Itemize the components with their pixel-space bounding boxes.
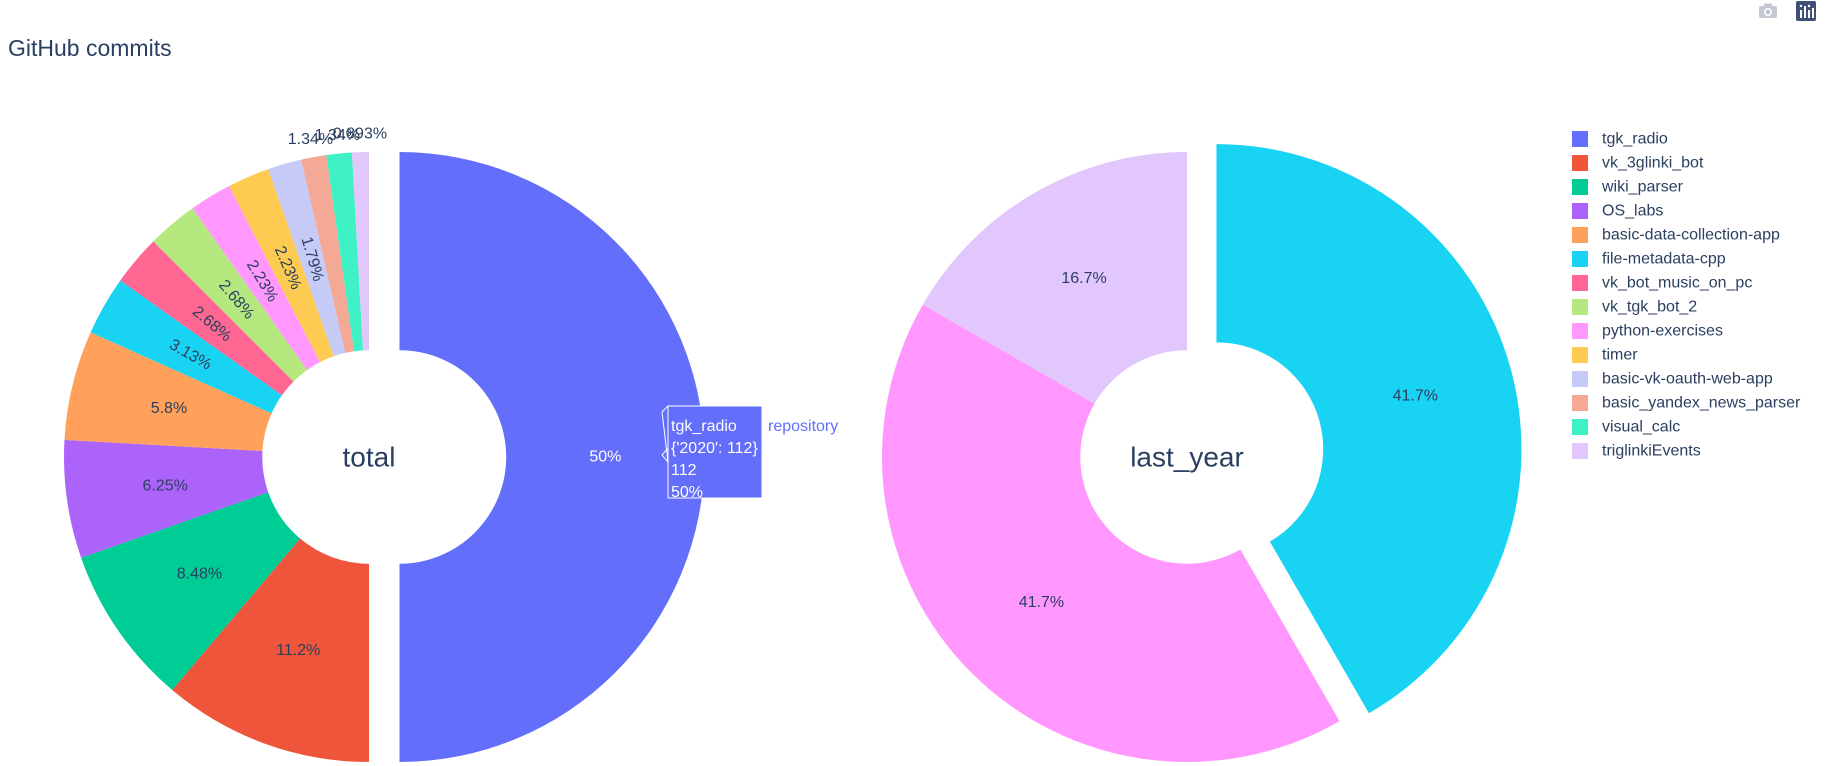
legend-label-wiki-parser[interactable]: wiki_parser (1601, 179, 1684, 196)
pie-slice-last-year-file-metadata-cpp[interactable] (1216, 144, 1522, 714)
camera-icon[interactable] (1757, 0, 1779, 22)
slice-label-total-visual-calc: 1.34% (315, 127, 360, 144)
pie-slice-total-wiki-parser[interactable] (81, 492, 301, 691)
hover-line-label: tgk_radio (671, 418, 737, 435)
slice-label-total-wiki-parser: 8.48% (177, 565, 222, 582)
hover-line-percent: 50% (671, 484, 703, 501)
pie-slice-total-python-exercises[interactable] (192, 186, 321, 370)
slice-label-total-triglinkievents: 0.893% (333, 126, 387, 143)
pie-slice-total-vk-tgk-bot-2[interactable] (153, 208, 308, 382)
legend-swatch-os-labs[interactable] (1572, 203, 1588, 219)
pie-total: 50%11.2%8.48%6.25%5.8%3.13%2.68%2.68%2.2… (64, 126, 705, 762)
pie-center-label-last-year: last_year (1130, 442, 1244, 473)
legend-label-timer[interactable]: timer (1602, 347, 1638, 364)
pie-slice-total-visual-calc[interactable] (326, 152, 364, 352)
legend-swatch-vk-3glinki-bot[interactable] (1572, 155, 1588, 171)
pie-slice-last-year-triglinkievents[interactable] (922, 152, 1187, 404)
legend-label-triglinkievents[interactable]: triglinkiEvents (1602, 443, 1701, 460)
legend-label-vk-3glinki-bot[interactable]: vk_3glinki_bot (1602, 155, 1704, 172)
pie-slice-total-timer[interactable] (229, 169, 334, 363)
legend-swatch-visual-calc[interactable] (1572, 419, 1588, 435)
slice-label-total-basic-data-collection-app: 5.8% (151, 400, 187, 417)
legend-swatch-python-exercises[interactable] (1572, 323, 1588, 339)
pie-slice-total-triglinkievents[interactable] (351, 152, 369, 351)
legend-label-vk-tgk-bot-2[interactable]: vk_tgk_bot_2 (1602, 299, 1697, 316)
legend-label-vk-bot-music-on-pc[interactable]: vk_bot_music_on_pc (1602, 275, 1752, 292)
pie-slice-total-vk-3glinki-bot[interactable] (172, 538, 369, 762)
legend-swatch-vk-bot-music-on-pc[interactable] (1572, 275, 1588, 291)
pie-last-year: 41.7% 41.7% 16.7% last_year (882, 144, 1522, 763)
hover-trace-label: repository (768, 418, 838, 435)
hover-line-value: 112 (671, 462, 697, 479)
legend-swatch-file-metadata-cpp[interactable] (1572, 251, 1588, 267)
chart-title: GitHub commits (8, 35, 172, 61)
legend-label-basic-data-collection-app[interactable]: basic-data-collection-app (1602, 227, 1780, 244)
legend-label-python-exercises[interactable]: python-exercises (1602, 323, 1723, 340)
slice-label-total-vk-3glinki-bot: 11.2% (276, 642, 320, 659)
slice-label-total-tgk-radio: 50% (589, 449, 621, 466)
legend-label-visual-calc[interactable]: visual_calc (1602, 419, 1680, 436)
legend-swatch-tgk-radio[interactable] (1572, 131, 1588, 147)
plotly-logo-icon[interactable] (1795, 0, 1817, 22)
legend-label-file-metadata-cpp[interactable]: file-metadata-cpp (1602, 251, 1726, 268)
pie-slice-total-basic-vk-oauth-web-app[interactable] (268, 159, 346, 357)
legend-label-basic-vk-oauth-web-app[interactable]: basic-vk-oauth-web-app (1602, 371, 1773, 388)
slice-label-total-os-labs: 6.25% (142, 477, 187, 494)
legend: tgk_radio vk_3glinki_bot wiki_parser OS_lab… (1572, 131, 1801, 460)
pie-center-label-total: total (343, 442, 396, 473)
slice-label-last-year-file-metadata-cpp: 41.7% (1393, 387, 1438, 404)
slice-label-last-year-triglinkievents: 16.7% (1061, 270, 1106, 287)
slice-label-last-year-python-exercises: 41.7% (1019, 594, 1064, 611)
legend-swatch-wiki-parser[interactable] (1572, 179, 1588, 195)
pie-slice-total-tgk-radio[interactable] (399, 152, 705, 762)
pie-slice-last-year-python-exercises[interactable] (882, 304, 1340, 763)
legend-swatch-timer[interactable] (1572, 347, 1588, 363)
hover-tooltip-box (661, 404, 763, 499)
legend-label-os-labs[interactable]: OS_labs (1602, 203, 1663, 220)
pie-slice-total-vk-bot-music-on-pc[interactable] (120, 241, 294, 396)
legend-swatch-basic-vk-oauth-web-app[interactable] (1572, 371, 1588, 387)
hover-line-customdata: {'2020': 112} (671, 440, 758, 457)
legend-swatch-basic-yandex-news-parser[interactable] (1572, 395, 1588, 411)
legend-label-tgk-radio[interactable]: tgk_radio (1602, 131, 1668, 148)
pie-slice-total-os-labs[interactable] (64, 439, 269, 558)
slice-label-total-basic-yandex-news-parser: 1.34% (288, 131, 333, 148)
modebar (1757, 0, 1817, 22)
pie-slice-total-basic-data-collection-app[interactable] (64, 332, 272, 452)
legend-label-basic-yandex-news-parser[interactable]: basic_yandex_news_parser (1602, 395, 1801, 412)
legend-swatch-basic-data-collection-app[interactable] (1572, 227, 1588, 243)
pie-slice-total-basic-yandex-news-parser[interactable] (301, 154, 355, 353)
hover-tooltip: tgk_radio {'2020': 112} 112 50% reposito… (661, 404, 838, 501)
pie-slice-total-file-metadata-cpp[interactable] (90, 280, 282, 414)
legend-swatch-triglinkievents[interactable] (1572, 443, 1588, 459)
legend-swatch-vk-tgk-bot-2[interactable] (1572, 299, 1588, 315)
